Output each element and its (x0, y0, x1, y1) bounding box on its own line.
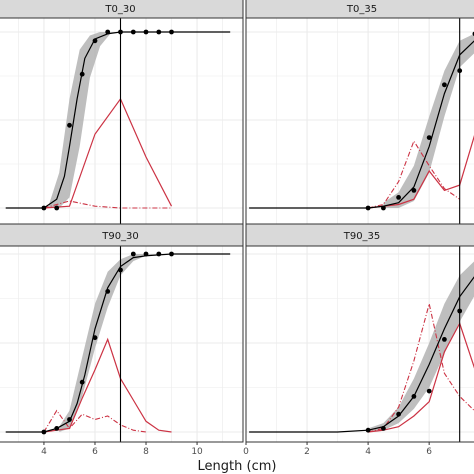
panel-t90-30: T90_30 (0, 223, 244, 443)
data-point (79, 71, 85, 77)
x-tick-label: 2 (304, 447, 310, 457)
x-tick-labels: 4 6 8 10 0 2 4 6 (41, 442, 432, 457)
data-point (426, 388, 432, 394)
facet-strip (245, 223, 474, 247)
data-point (118, 267, 123, 273)
data-point (130, 29, 136, 35)
x-tick-label: 4 (41, 447, 47, 457)
confidence-band (59, 254, 159, 432)
data-point (54, 426, 60, 431)
data-point (365, 205, 371, 211)
x-tick-label: 6 (92, 447, 98, 457)
data-point (169, 29, 174, 35)
x-tick-label: 8 (143, 447, 149, 457)
series-red-dashdot (43, 409, 147, 433)
panel-t0-35: T0_35 (245, 0, 474, 233)
x-tick-label: 0 (243, 447, 249, 457)
facet-title: T90_30 (101, 231, 139, 242)
facet-strip (0, 0, 244, 19)
data-point (92, 38, 98, 44)
facet-title: T0_35 (346, 4, 377, 15)
facet-strip (245, 0, 474, 19)
data-point (79, 379, 85, 385)
data-point (411, 394, 417, 399)
x-tick-label: 6 (426, 447, 432, 457)
data-point (457, 68, 463, 74)
data-point (381, 426, 386, 431)
x-axis-label: Length (cm) (198, 459, 277, 474)
x-tick-label: 10 (191, 447, 203, 457)
facet-title: T90_35 (343, 231, 381, 242)
data-point (118, 29, 123, 35)
series-red-solid (368, 321, 474, 433)
data-point (54, 205, 60, 211)
series-red-dashdot (43, 200, 172, 209)
facet-title: T0_30 (104, 4, 135, 15)
plot-background (0, 18, 243, 232)
data-point (156, 29, 162, 35)
plot-background (0, 246, 243, 442)
confidence-band (368, 261, 474, 432)
data-point (105, 29, 111, 35)
data-point (67, 122, 72, 128)
data-point (92, 335, 98, 341)
series-red-dashdot (367, 139, 461, 209)
data-point (105, 289, 111, 294)
series-red-solid (43, 97, 173, 209)
data-point (169, 251, 174, 257)
data-point (67, 417, 72, 422)
data-point (41, 429, 47, 435)
data-point (143, 29, 149, 35)
data-point (143, 251, 149, 257)
fitted-curve (249, 276, 474, 433)
fitted-curve (5, 253, 231, 433)
fitted-curve (5, 31, 231, 209)
data-point (396, 195, 401, 200)
data-point (426, 135, 432, 141)
data-point (411, 188, 417, 193)
fitted-curve (249, 40, 474, 209)
data-point (396, 411, 401, 417)
panel-t90-35: T90_35 (245, 223, 474, 443)
data-point (381, 205, 386, 211)
data-point (156, 251, 162, 257)
data-point (442, 82, 447, 88)
data-point (41, 205, 47, 211)
data-point (442, 337, 447, 342)
panel-t0-30: T0_30 (0, 0, 244, 233)
series-red-solid (43, 337, 172, 433)
x-tick-label: 4 (365, 447, 371, 457)
data-point (457, 308, 463, 314)
data-point (130, 251, 136, 257)
facet-strip (0, 223, 244, 247)
data-point (365, 427, 371, 433)
